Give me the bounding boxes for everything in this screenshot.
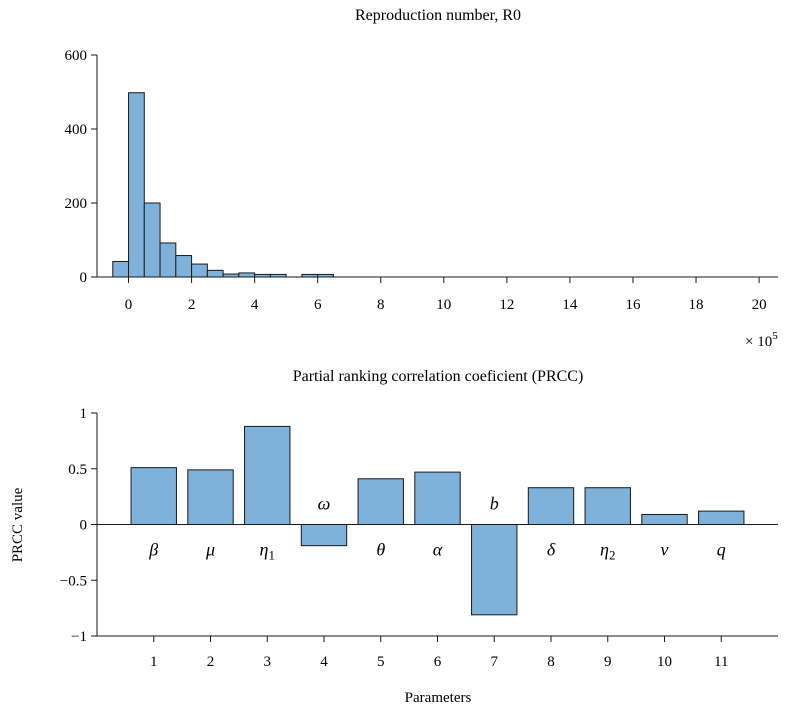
prcc-parameter-label: b — [490, 494, 499, 514]
prcc-x-tick-label: 9 — [604, 654, 612, 670]
histogram-bar — [112, 260, 130, 278]
histogram-x-tick-label: 6 — [314, 297, 322, 313]
prcc-bars — [130, 425, 745, 616]
prcc-bar — [130, 467, 177, 526]
prcc-parameter-label: ω — [318, 494, 331, 514]
prcc-x-axis-label: Parameters — [405, 690, 472, 706]
histogram-x-tick-label: 2 — [188, 297, 196, 313]
prcc-x-ticks: 1 2 3 4 5 6 7 8 9 10 11 — [150, 636, 728, 670]
prcc-y-ticks: −1 −0.5 0 0.5 1 — [60, 406, 97, 645]
prcc-y-tick-label: −0.5 — [60, 573, 87, 589]
prcc-chart: Partial ranking correlation coeficient (… — [10, 368, 778, 706]
histogram-bars — [112, 92, 334, 278]
histogram-bar — [128, 92, 145, 278]
histogram-bar — [143, 202, 161, 278]
prcc-bar — [584, 487, 631, 525]
histogram-x-tick-label: 10 — [436, 297, 451, 313]
prcc-parameter-label: α — [433, 540, 443, 560]
x-multiplier-exponent: 5 — [772, 330, 778, 342]
prcc-x-tick-label: 6 — [434, 654, 442, 670]
prcc-x-tick-label: 11 — [714, 654, 728, 670]
prcc-bar — [187, 469, 234, 525]
histogram-axes — [96, 55, 778, 278]
prcc-parameter-label: η2 — [600, 540, 615, 563]
prcc-parameter-label: δ — [547, 540, 556, 560]
prcc-bar — [414, 471, 461, 525]
histogram-bar — [206, 269, 224, 278]
histogram-x-multiplier: × 105 — [745, 330, 778, 350]
histogram-x-tick-label: 18 — [689, 297, 704, 313]
prcc-x-tick-label: 3 — [264, 654, 272, 670]
prcc-bar — [300, 524, 348, 547]
prcc-parameter-label: μ — [205, 540, 215, 560]
histogram-y-tick-label: 600 — [65, 48, 88, 64]
histogram-y-tick-label: 400 — [65, 122, 88, 138]
prcc-parameter-label: q — [717, 540, 726, 560]
prcc-parameter-labels: β μ η1 ω θ α b δ η2 ν q — [148, 494, 725, 563]
histogram-bar — [191, 263, 208, 278]
histogram-bar — [159, 242, 177, 278]
prcc-bar — [698, 510, 745, 525]
x-multiplier-base: × 10 — [745, 334, 772, 350]
prcc-x-tick-label: 5 — [377, 654, 385, 670]
prcc-parameter-label: η1 — [260, 540, 275, 563]
histogram-x-ticks: 0 2 4 6 8 10 12 14 16 18 20 — [125, 277, 767, 313]
prcc-title: Partial ranking correlation coeficient (… — [293, 368, 584, 385]
prcc-bar — [244, 425, 291, 526]
histogram-y-tick-label: 0 — [80, 270, 88, 286]
prcc-x-tick-label: 10 — [657, 654, 672, 670]
prcc-x-tick-label: 2 — [207, 654, 215, 670]
prcc-axes — [96, 413, 778, 637]
histogram-x-tick-label: 12 — [499, 297, 514, 313]
histogram-x-tick-label: 14 — [562, 297, 578, 313]
prcc-y-tick-label: 1 — [80, 406, 88, 422]
histogram-x-tick-label: 0 — [125, 297, 133, 313]
prcc-x-tick-label: 8 — [547, 654, 555, 670]
histogram-x-tick-label: 20 — [752, 297, 767, 313]
histogram-x-tick-label: 16 — [625, 297, 641, 313]
histogram-x-tick-label: 8 — [377, 297, 385, 313]
histogram-y-tick-label: 200 — [65, 196, 88, 212]
histogram-bar — [238, 272, 256, 278]
prcc-x-tick-label: 7 — [491, 654, 499, 670]
histogram-bar — [175, 255, 193, 278]
histogram-y-ticks: 0 200 400 600 — [65, 48, 97, 286]
prcc-bar — [641, 513, 688, 526]
prcc-bar — [471, 524, 518, 616]
prcc-bar — [527, 487, 575, 525]
prcc-x-tick-label: 4 — [320, 654, 328, 670]
prcc-y-axis-label: PRCC value — [10, 487, 26, 562]
prcc-parameter-label: θ — [376, 540, 385, 560]
prcc-x-tick-label: 1 — [150, 654, 158, 670]
prcc-parameter-label: β — [148, 540, 158, 560]
prcc-y-tick-label: 0.5 — [68, 462, 87, 478]
prcc-parameter-label: ν — [661, 540, 669, 560]
prcc-y-tick-label: −1 — [71, 629, 87, 645]
histogram-title: Reproduction number, R0 — [355, 7, 521, 24]
histogram-chart: Reproduction number, R0 0 200 400 600 0 2 4 6 8… — [65, 7, 779, 350]
prcc-y-tick-label: 0 — [80, 518, 88, 534]
histogram-x-tick-label: 4 — [251, 297, 259, 313]
prcc-bar — [357, 478, 404, 526]
